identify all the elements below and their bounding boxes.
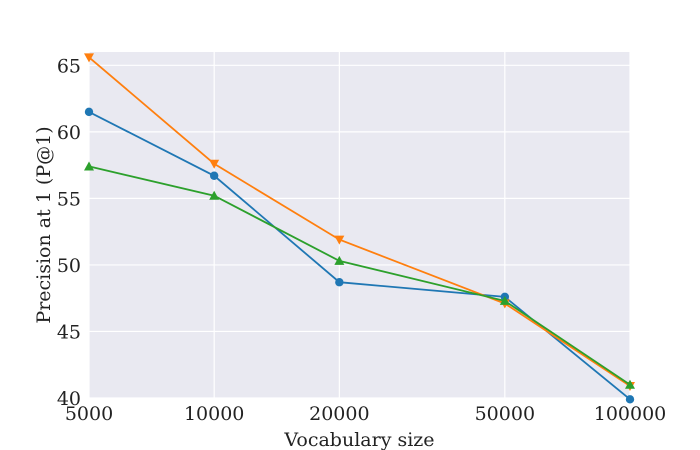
data-point [209,190,220,200]
y-tick-label: 50 [57,255,81,277]
plot-area [89,52,630,398]
data-point [334,235,345,245]
data-point [84,161,94,171]
data-point [625,395,635,404]
series-3 [84,161,635,389]
data-point [84,107,94,117]
data-point [625,379,635,389]
series-layer [84,53,635,404]
x-axis-label: Vocabulary size [283,429,434,450]
x-tick-label: 20000 [309,403,369,425]
data-point [84,53,94,63]
y-tick-label: 65 [57,55,81,77]
data-point [209,171,219,180]
y-tick-label: 60 [57,122,81,144]
y-tick-label: 45 [57,321,81,343]
grid [88,52,631,399]
y-axis-label: Precision at 1 (P@1) [33,126,55,323]
data-point [499,295,510,305]
x-tick-label: 50000 [475,403,535,425]
x-tick-label: 10000 [184,403,244,425]
data-point [334,255,345,265]
x-tick-label: 100000 [594,403,667,425]
x-tick-label: 5000 [65,403,113,425]
tick-labels: 5000 10000 20000 50000 100000 40 45 50 55 60 65 [57,55,666,425]
y-tick-label: 55 [57,188,81,210]
data-point [335,278,344,287]
data-point [209,159,220,169]
y-tick-label: 40 [57,388,81,410]
